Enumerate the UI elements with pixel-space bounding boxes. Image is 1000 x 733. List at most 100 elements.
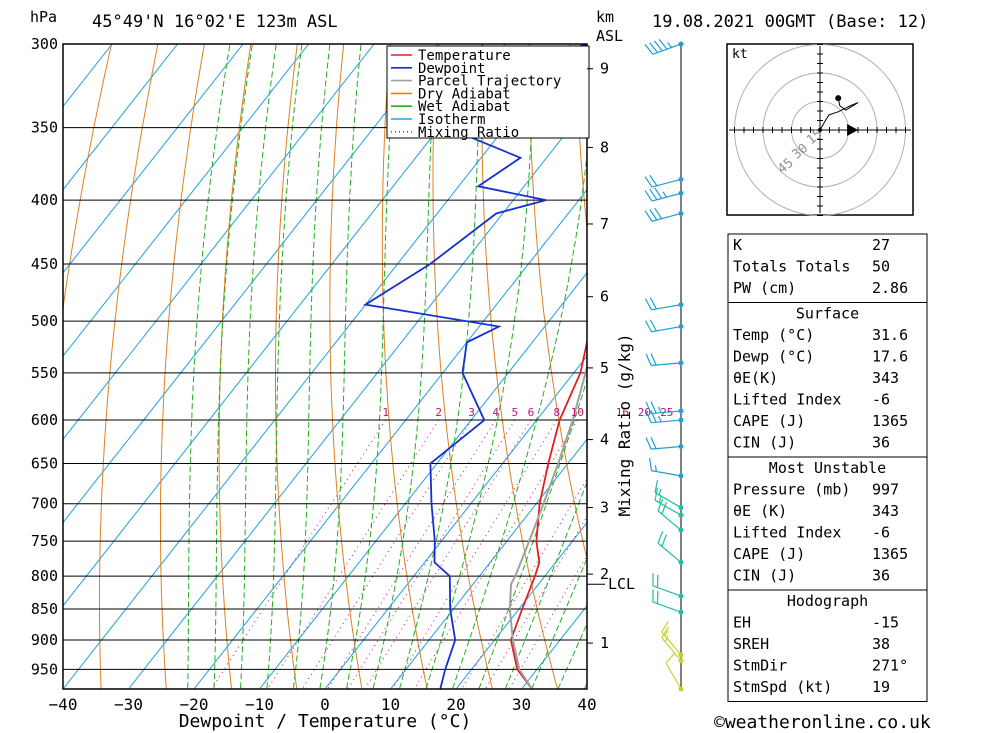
wind-barb-half [667,42,673,48]
mixing-ratio-label: 10 [571,406,584,419]
mixing-ratio-label: 16 [616,406,629,419]
pressure-tick-label: 950 [31,660,58,678]
temperature-tick-label: −30 [114,695,143,714]
wet-adiabat-line [292,44,331,689]
dry-adiabat-line [63,44,112,312]
isotherm-line [63,44,506,607]
temperature-tick-labels: −40 −30 −20 −10 0 10 20 30 40 [49,695,597,714]
legend-label: Dry Adiabat [418,86,511,102]
dry-adiabat-line [575,44,587,233]
index-value: 343 [872,369,899,387]
index-label: Lifted Index [733,524,841,542]
wet-adiabat-line [239,44,277,689]
index-value: 343 [872,502,899,520]
wind-barb-flag [649,188,658,201]
height-tick-label: 5 [600,359,609,377]
dry-adiabat-line [994,44,1000,692]
wind-barb-dot [678,176,684,182]
wind-barb-dot [678,512,684,518]
temperature-line [509,338,587,689]
wind-barb-dot [678,302,684,308]
index-label: Dewp (°C) [733,348,814,366]
hodograph-trace [819,97,859,131]
wind-barb-flag [650,401,657,414]
wet-adiabat-line [213,44,253,689]
hodograph-indices-box [727,589,928,702]
dry-adiabat-line [947,44,1000,692]
location-title: 45°49'N 16°02'E 123m ASL [92,12,338,32]
wind-barb-dot [678,505,684,511]
mixing-ratio-label: 1 [382,406,389,419]
datetime-title: 19.08.2021 00GMT (Base: 12) [652,12,928,32]
wind-barb-dot [678,360,684,366]
mixing-ratio-axis-label: Mixing Ratio (g/kg) [615,333,634,516]
isotherm-line [63,44,310,357]
dry-adiabat-line [481,44,559,689]
wind-barb-flag [644,43,654,55]
wet-adiabat-line [451,151,587,689]
isotherm-line [63,44,441,524]
isotherm-line [63,44,572,689]
dry-adiabat-line [275,44,298,689]
wind-barb-flag [654,487,659,501]
mixing-ratio-label: 3 [468,406,475,419]
wind-barb-dot [678,652,684,658]
wet-adiabat-line [319,44,362,689]
legend-label: Wet Adiabat [418,99,511,115]
isotherm-line [63,44,244,274]
index-label: θE (K) [733,502,787,520]
index-value: 36 [872,567,890,585]
index-label: StmDir [733,657,787,675]
wind-barb-dot [678,658,684,664]
credit-text: ©weatheronline.co.uk [714,712,931,733]
isotherm-line [128,105,587,689]
index-label: Totals Totals [733,258,850,276]
height-tick-label: 3 [600,499,609,517]
index-value: 27 [872,236,890,254]
pressure-tick-label: 850 [31,600,58,618]
hodograph-end-dot [835,95,842,102]
legend-label: Mixing Ratio [418,125,519,141]
mixing-ratio-line [301,419,472,689]
mixing-ratio-line [391,419,558,689]
wind-barb-flag [654,187,663,199]
mixing-ratio-line [327,419,497,689]
legend-label: Isotherm [418,112,485,128]
wind-barb-flag [644,320,652,333]
isotherm-line [63,44,375,441]
wet-adiabat-line [425,44,536,689]
pressure-tick-label: 400 [31,191,58,209]
pressure-tick-labels: 300 350 400 450 500 550 600 650 700 750 800 850 900 9… [31,35,58,678]
wind-barb-dot [678,210,684,216]
wind-barb-dot [678,686,684,692]
height-tick-label: 7 [600,215,609,233]
dry-adiabat-line [99,44,159,689]
wind-barb-staff [651,470,682,477]
height-tick-label: 2 [600,565,609,583]
index-value: 2.86 [872,279,908,297]
mixing-ratio-line [461,477,587,689]
wind-barb-flag [657,531,664,544]
wind-barb-dot [678,527,684,533]
wind-barb-flag [649,319,657,332]
mixing-ratio-label: 2 [435,406,442,419]
wind-barb-flag [658,38,668,50]
wind-barb-dot [678,473,684,479]
index-value: -6 [872,524,890,542]
hodograph-start-dot [818,128,822,132]
legend-label: Temperature [418,48,511,64]
index-label: CIN (J) [733,434,796,452]
wind-barb-flag [665,653,675,664]
height-tick-label: 6 [600,288,609,306]
temperature-tick-label: 10 [381,695,400,714]
index-value: 38 [872,635,890,653]
wind-barb-flag [644,210,653,222]
index-value: 31.6 [872,326,908,344]
mixing-ratio-label: 4 [492,406,499,419]
dry-adiabat-line [528,44,587,561]
dry-adiabat-line [901,44,1000,692]
mixing-ratio-line [347,419,516,689]
isotherm-line [324,355,587,689]
pressure-tick-label: 700 [31,495,58,513]
index-value: 36 [872,434,890,452]
